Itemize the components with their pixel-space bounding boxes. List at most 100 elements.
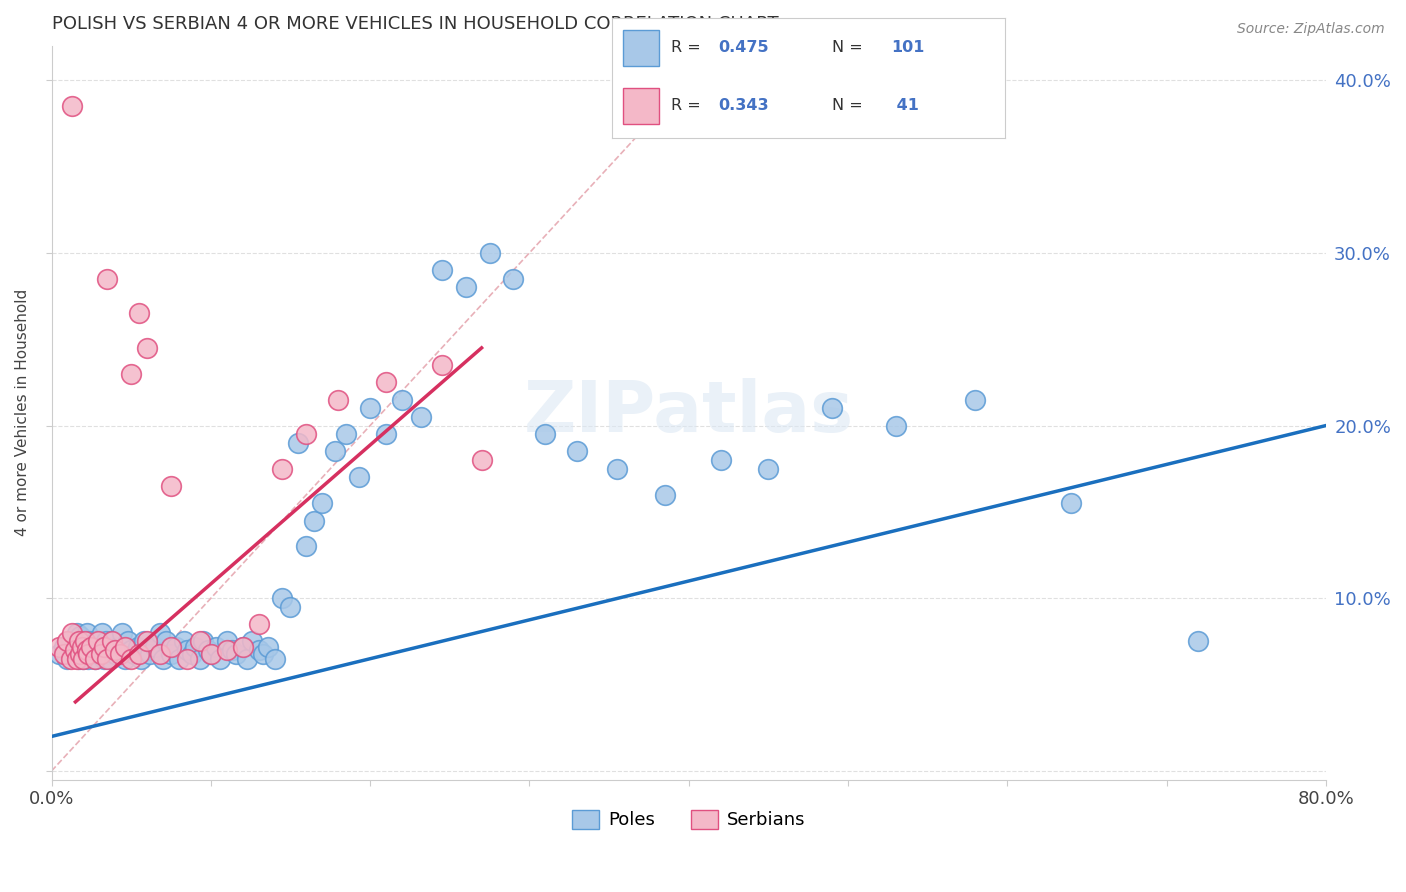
Point [60,625,83,640]
Point [136,643,159,657]
Point [215,643,238,657]
Point [1060,496,1083,510]
Point [328,392,350,407]
Point [124,647,146,661]
Point [391,392,413,407]
Text: R =: R = [671,40,706,55]
Point [471,453,494,467]
Point [76,643,98,657]
Point [884,418,907,433]
FancyBboxPatch shape [623,30,659,66]
Point [73,634,96,648]
Point [59,634,82,648]
Text: R =: R = [671,98,706,113]
Point [60,643,83,657]
Point [90,647,112,661]
Point [197,643,219,657]
Text: Source: ZipAtlas.com: Source: ZipAtlas.com [1237,22,1385,37]
Point [72,651,94,665]
Point [69,647,91,661]
Point [89,647,111,661]
Point [232,640,254,654]
Point [152,651,174,665]
Point [454,280,477,294]
Point [48,640,70,654]
Point [73,647,96,661]
Point [176,643,198,657]
Y-axis label: 4 or more Vehicles in Household: 4 or more Vehicles in Household [15,289,30,536]
Point [96,647,118,661]
Point [48,647,70,661]
Point [82,640,104,654]
Point [965,392,987,407]
Text: 101: 101 [891,40,925,55]
Point [143,640,166,654]
Point [534,427,557,442]
Point [136,634,159,648]
Point [76,625,98,640]
Point [295,540,318,554]
Point [478,246,501,260]
Point [70,640,93,654]
Point [90,640,112,654]
Point [80,640,103,654]
Point [375,376,398,390]
Point [97,640,120,654]
Text: N =: N = [832,98,868,113]
Point [347,470,370,484]
Point [323,444,346,458]
Point [295,427,318,442]
Point [247,643,270,657]
Point [77,647,100,661]
Point [120,367,142,381]
Text: 41: 41 [891,98,920,113]
Point [375,427,398,442]
FancyBboxPatch shape [623,87,659,124]
Point [69,640,91,654]
Point [204,640,226,654]
Point [263,651,285,665]
Point [83,651,105,665]
Point [304,514,326,528]
Point [93,640,115,654]
Point [311,496,333,510]
Point [103,643,125,657]
Point [101,634,124,648]
Point [65,647,87,661]
Point [129,651,152,665]
Point [72,651,94,665]
Point [87,643,110,657]
Point [91,625,114,640]
Point [188,651,211,665]
Text: 0.343: 0.343 [718,98,769,113]
Point [53,640,76,654]
Point [94,634,117,648]
Point [252,647,274,661]
Point [79,634,101,648]
Point [77,651,100,665]
Point [287,435,309,450]
Point [108,647,131,661]
Point [114,651,136,665]
Point [83,651,105,665]
Point [191,634,214,648]
Point [76,640,98,654]
Point [80,643,103,657]
Point [56,651,79,665]
Point [160,479,183,493]
Point [93,651,115,665]
Point [409,409,432,424]
Point [240,634,263,648]
Point [69,629,91,643]
Point [180,647,202,661]
Point [120,651,142,665]
Point [430,263,453,277]
Point [127,640,149,654]
Point [70,643,93,657]
Text: 0.475: 0.475 [718,40,769,55]
Point [56,634,79,648]
Point [188,634,211,648]
Point [53,647,76,661]
Point [209,651,232,665]
Point [1187,634,1209,648]
